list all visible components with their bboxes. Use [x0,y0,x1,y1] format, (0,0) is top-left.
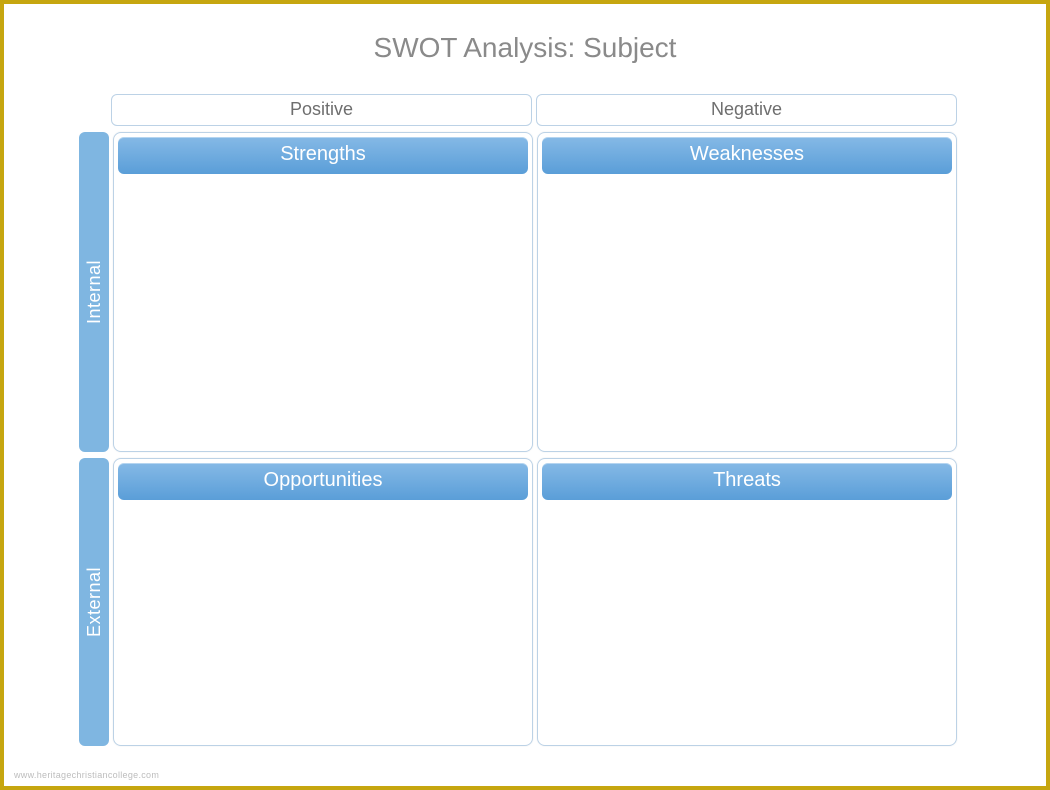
quadrant-weaknesses-body [538,178,956,451]
quadrant-strengths-body [114,178,532,451]
column-header-negative: Negative [536,94,957,126]
page-frame: SWOT Analysis: Subject Positive Negative… [0,0,1050,790]
row-label-external: External [79,458,109,746]
column-headers-row: Positive Negative [109,94,959,126]
row-internal: Internal Strengths Weaknesses [79,132,959,452]
quadrant-weaknesses: Weaknesses [537,132,957,452]
row-label-internal: Internal [79,132,109,452]
row-external: External Opportunities Threats [79,458,959,746]
swot-matrix: Positive Negative Internal Strengths Wea… [79,94,959,746]
matrix-rows: Internal Strengths Weaknesses External [79,126,959,746]
quadrant-weaknesses-header: Weaknesses [542,137,952,174]
page-title: SWOT Analysis: Subject [4,4,1046,76]
quadrant-opportunities: Opportunities [113,458,533,746]
row-label-internal-text: Internal [84,260,105,324]
row-label-external-text: External [84,567,105,637]
quadrant-threats-body [538,504,956,745]
row-external-cells: Opportunities Threats [111,458,959,746]
quadrant-strengths-header: Strengths [118,137,528,174]
column-header-positive: Positive [111,94,532,126]
quadrant-threats-header: Threats [542,463,952,500]
row-internal-cells: Strengths Weaknesses [111,132,959,452]
quadrant-opportunities-body [114,504,532,745]
quadrant-threats: Threats [537,458,957,746]
quadrant-opportunities-header: Opportunities [118,463,528,500]
watermark-text: www.heritagechristiancollege.com [14,770,159,780]
quadrant-strengths: Strengths [113,132,533,452]
